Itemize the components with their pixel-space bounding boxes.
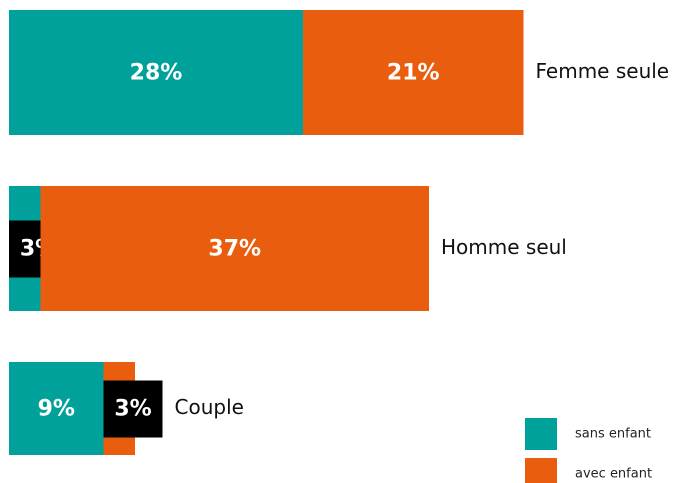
- value-label: 21%: [387, 61, 440, 86]
- legend-swatch: [525, 418, 557, 450]
- bar-segment: [9, 10, 303, 135]
- value-label: 3%: [114, 397, 151, 422]
- label-box: [103, 380, 163, 438]
- legend-swatch: [525, 458, 557, 483]
- value-label: 28%: [130, 61, 183, 86]
- legend-label: sans enfant: [575, 427, 651, 442]
- category-label: Femme seule: [536, 59, 670, 83]
- category-label: Couple: [175, 395, 244, 419]
- bar-segment: [9, 362, 104, 455]
- bar-segment: [303, 10, 524, 135]
- value-label: 37%: [208, 237, 261, 262]
- legend-label: avec enfant: [575, 467, 652, 482]
- bar-segment: [40, 186, 429, 311]
- value-label: 9%: [38, 397, 75, 422]
- category-label: Homme seul: [441, 235, 567, 259]
